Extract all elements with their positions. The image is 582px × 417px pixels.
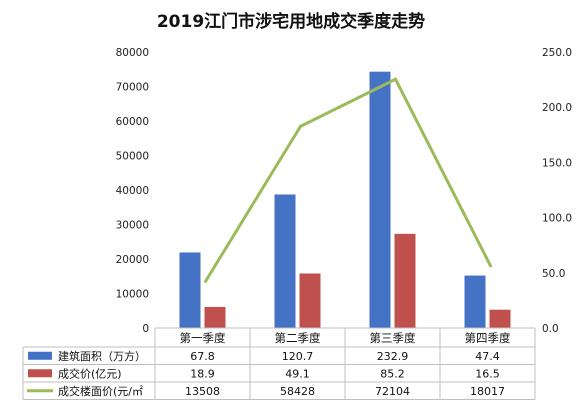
bar-area-3	[369, 71, 391, 328]
bars-group	[179, 71, 511, 328]
table-cell: 49.1	[285, 367, 310, 380]
y-left-tick-label: 30000	[116, 220, 149, 232]
table-cell: 85.2	[380, 367, 405, 380]
bar-area-1	[179, 252, 201, 328]
y-right-tick-label: 50.0	[542, 268, 565, 280]
table-cell: 47.4	[475, 350, 500, 363]
table-cell: 120.7	[282, 350, 314, 363]
y-left-tick-label: 50000	[116, 151, 149, 163]
y-right-tick-label: 0.0	[542, 323, 559, 335]
category-label: 第四季度	[465, 331, 511, 345]
y-left-tick-label: 0	[142, 323, 149, 335]
bar-price-3	[394, 233, 416, 328]
legend-swatch-2	[28, 369, 52, 378]
table-cell: 58428	[280, 385, 315, 398]
y-left-tick-label: 70000	[116, 82, 149, 94]
y-left-tick-label: 60000	[116, 116, 149, 128]
line-point-3	[394, 77, 397, 81]
table-cell: 13508	[185, 385, 220, 398]
y-left-tick-label: 10000	[116, 289, 149, 301]
chart-title: 2019江门市涉宅用地成交季度走势	[157, 11, 425, 32]
y-left-tick-label: 80000	[116, 47, 149, 59]
y-right-tick-label: 250.0	[542, 47, 572, 59]
y-right-tick-label: 100.0	[542, 213, 572, 225]
table-cell: 16.5	[475, 367, 500, 380]
legend-label-3: 成交楼面价(元/㎡	[58, 384, 143, 398]
line-point-1	[204, 279, 207, 283]
legend-label-1: 建筑面积（万方）	[58, 349, 146, 363]
line-group	[204, 77, 492, 283]
bar-price-1	[204, 306, 226, 328]
axes-group: 0 10000 20000 30000 40000 50000 60000 70000 8000…	[116, 47, 572, 335]
table-cell: 232.9	[377, 350, 409, 363]
y-left-tick-label: 40000	[116, 185, 149, 197]
line-point-4	[489, 264, 492, 268]
category-label: 第三季度	[370, 331, 416, 345]
category-label: 第二季度	[275, 331, 321, 345]
table-cell: 18.9	[190, 367, 215, 380]
bar-area-4	[464, 275, 486, 328]
legend-swatch-1	[28, 351, 52, 360]
y-right-tick-label: 150.0	[542, 157, 572, 169]
line-point-2	[299, 124, 302, 128]
line-floor-price	[204, 77, 492, 283]
bar-price-2	[299, 273, 321, 328]
table-cell: 67.8	[190, 350, 215, 363]
table-cell: 18017	[470, 385, 505, 398]
table-cell: 72104	[375, 385, 410, 398]
y-left-tick-label: 20000	[116, 254, 149, 266]
bar-price-4	[489, 309, 511, 328]
category-label: 第一季度	[180, 331, 226, 345]
legend-label-2: 成交价(亿元)	[58, 366, 122, 380]
bar-area-2	[274, 194, 296, 328]
y-right-tick-label: 200.0	[542, 102, 572, 114]
